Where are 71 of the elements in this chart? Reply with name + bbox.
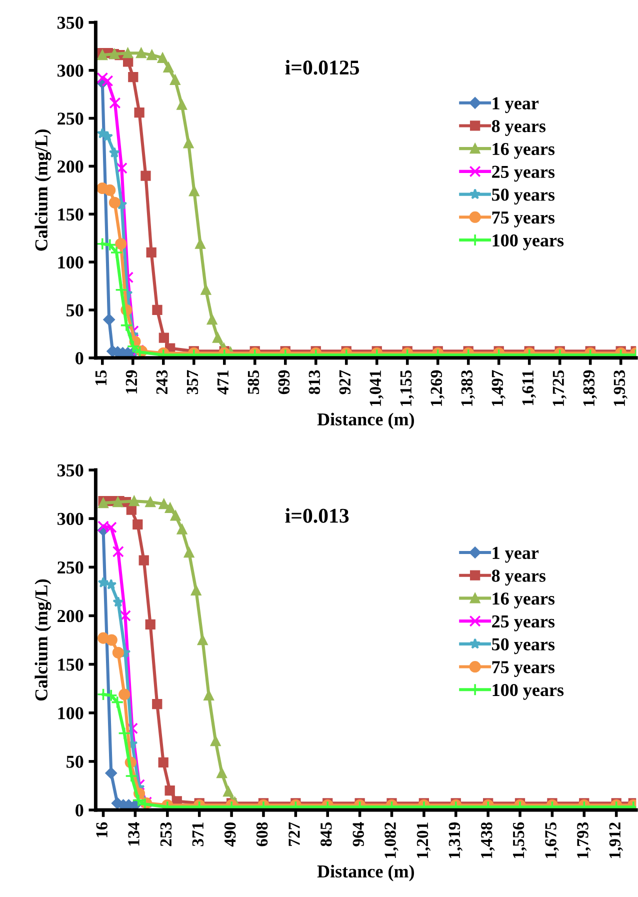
- y-tick-label: 250: [58, 112, 84, 125]
- legend-label: 75 years: [492, 212, 555, 228]
- legend-label: 8 years: [492, 570, 546, 586]
- y-tick-label: 50: [66, 756, 84, 768]
- y-tick-label: 200: [58, 160, 84, 173]
- legend-label: 16 years: [492, 142, 555, 159]
- legend-label: 75 years: [492, 661, 555, 677]
- y-tick-label: 150: [58, 208, 84, 221]
- y-axis-title: Calcium (mg/L): [34, 130, 52, 251]
- y-tick-label: 0: [76, 804, 84, 816]
- x-tick-label: 1,839: [583, 370, 597, 406]
- legend-label: 25 years: [492, 166, 555, 182]
- y-tick-label: 50: [66, 304, 84, 316]
- legend-label: 50 years: [492, 188, 555, 205]
- x-tick-label: 129: [126, 370, 138, 394]
- x-tick-label: 253: [160, 822, 172, 846]
- x-tick-label: 1,082: [384, 822, 398, 858]
- x-tick-label: 471: [217, 370, 228, 394]
- x-tick-label: 608: [256, 822, 268, 846]
- x-tick-label: 845: [320, 822, 332, 846]
- x-tick-label: 1,383: [461, 370, 475, 406]
- x-tick-label: 1,319: [448, 822, 462, 858]
- y-tick-label: 100: [58, 707, 84, 720]
- x-tick-label: 964: [352, 822, 364, 846]
- x-tick-label: 16: [96, 822, 108, 838]
- x-tick-label: 1,953: [614, 370, 628, 406]
- legend-label: 100 years: [492, 684, 564, 700]
- x-tick-label: 1,725: [552, 370, 566, 406]
- x-tick-label: 1,041: [370, 370, 384, 406]
- x-tick-label: 371: [192, 822, 204, 846]
- y-tick-label: 350: [57, 464, 84, 476]
- x-tick-label: 490: [224, 822, 236, 847]
- legend-label: 1 year: [492, 97, 539, 114]
- y-tick-label: 300: [57, 64, 84, 77]
- y-tick-label: 350: [57, 16, 84, 29]
- x-tick-label: 15: [95, 370, 107, 386]
- text: i=0.0125: [285, 60, 360, 75]
- x-tick-label: 585: [248, 370, 260, 394]
- x-axis-title: Distance (m): [317, 864, 414, 882]
- y-axis-title: Calcium (mg/L): [34, 579, 52, 701]
- x-tick-label: 1,269: [430, 370, 444, 406]
- x-tick-label: 357: [186, 370, 198, 394]
- y-tick-label: 200: [58, 610, 84, 622]
- y-tick-label: 100: [58, 256, 84, 268]
- x-tick-label: 1,556: [512, 822, 527, 858]
- x-tick-label: 1,201: [416, 822, 431, 858]
- y-tick-label: 150: [58, 658, 84, 671]
- x-tick-label: 927: [339, 370, 351, 394]
- x-tick-label: 813: [308, 370, 320, 394]
- x-tick-label: 1,675: [545, 822, 559, 858]
- x-tick-label: 699: [278, 370, 290, 394]
- legend-label: 50 years: [492, 638, 555, 654]
- x-tick-label: 1,438: [480, 822, 495, 858]
- y-tick-label: 300: [57, 512, 84, 526]
- x-tick-label: 134: [128, 822, 140, 846]
- x-tick-label: 1,912: [609, 822, 623, 858]
- legend-label: 100 years: [492, 234, 564, 250]
- y-tick-label: 0: [76, 352, 84, 364]
- x-tick-label: 243: [156, 370, 168, 394]
- legend-label: 8 years: [492, 120, 546, 136]
- x-tick-label: 1,155: [400, 370, 414, 406]
- legend-label: 25 years: [492, 615, 555, 632]
- x-tick-label: 727: [288, 822, 300, 846]
- y-tick-label: 250: [58, 561, 84, 574]
- x-tick-label: 1,497: [492, 370, 506, 406]
- x-tick-label: 1,793: [577, 822, 591, 858]
- legend-label: 1 year: [492, 546, 539, 563]
- x-axis-title: Distance (m): [317, 412, 414, 430]
- legend-label: 16 years: [492, 592, 555, 608]
- text: i=0.013: [285, 508, 349, 523]
- x-tick-label: 1,611: [522, 370, 536, 405]
